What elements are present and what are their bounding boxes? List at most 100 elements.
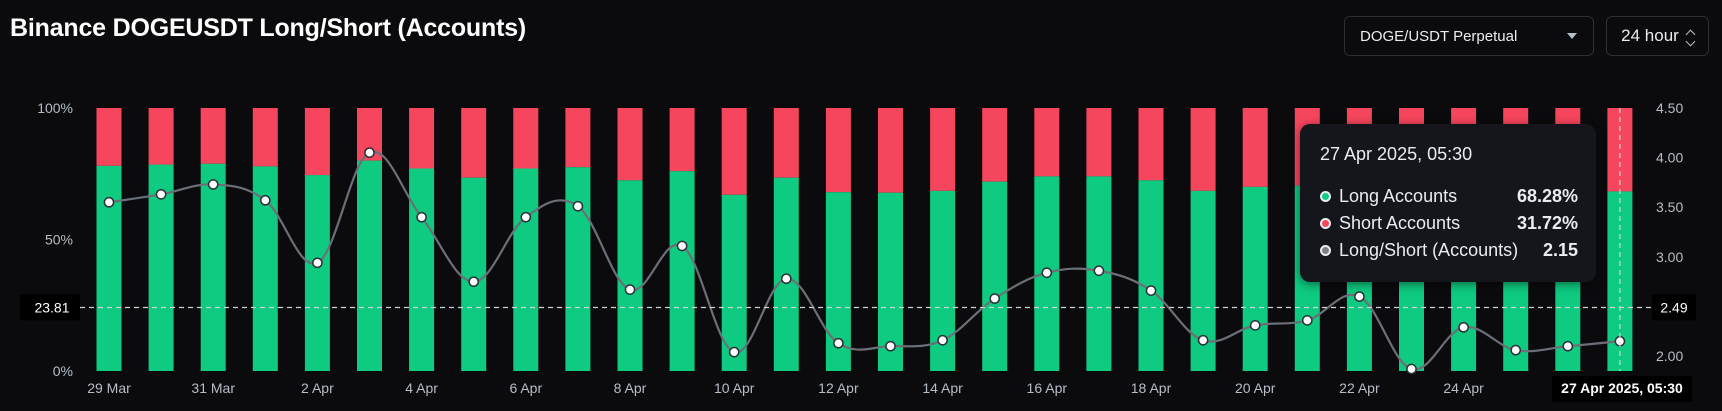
short-bar [930,108,956,191]
ratio-point [780,273,792,285]
short-bar [461,108,487,178]
y-right-tick-label: 2.00 [1656,348,1683,364]
ratio-point [833,337,844,349]
symbol-select[interactable]: DOGE/USDT Perpetual [1344,16,1594,56]
ratio-point [1354,291,1365,302]
short-dot-icon [1320,218,1331,229]
ratio-point [572,200,584,212]
y-right-tick-label: 4.00 [1656,150,1683,166]
ratio-point [728,346,740,358]
ratio-point [676,240,688,252]
short-bar [773,108,799,178]
short-bar [617,108,643,181]
x-tick-label: 12 Apr [818,380,859,396]
short-bar [982,108,1008,182]
short-bar [1086,108,1112,177]
long-bar [721,194,747,371]
short-bar [148,108,174,165]
page-title: Binance DOGEUSDT Long/Short (Accounts) [10,14,527,42]
x-tick-label: 24 Apr [1443,380,1484,396]
short-bar [565,108,591,168]
short-bar [252,108,278,167]
short-bar [878,108,903,193]
y-left-tick-label: 0% [53,363,73,379]
x-tick-label: 20 Apr [1235,380,1276,396]
long-bar [1242,186,1268,371]
x-tick-label: 18 Apr [1131,380,1172,396]
x-tick-label: 14 Apr [922,380,963,396]
ratio-point [1041,267,1053,279]
crosshair-right-badge [1652,294,1696,321]
ratio-point [520,211,532,223]
short-bar [304,108,330,176]
ratio-point [1406,363,1417,375]
short-bar [825,108,851,193]
tooltip-row-short: Short Accounts 31.72% [1320,210,1578,237]
crosshair-left-badge [20,294,80,321]
short-bar [1138,108,1164,181]
short-bar [1190,108,1216,191]
ratio-point [1301,315,1313,326]
long-bar [617,180,643,371]
symbol-select-value: DOGE/USDT Perpetual [1360,27,1518,45]
ratio-point [1562,340,1574,352]
tooltip-row-ratio: Long/Short (Accounts) 2.15 [1320,237,1578,264]
ratio-point [416,211,427,223]
tooltip-value: 68.28% [1516,186,1578,206]
tooltip-value: 2.15 [1542,240,1578,260]
ratio-point [1093,265,1105,277]
short-bar [1034,108,1060,177]
tooltip-label: Short Accounts [1339,213,1461,233]
y-right-tick-label: 4.50 [1656,100,1683,116]
x-tick-label: 6 Apr [509,380,542,396]
y-right-tick-label: 3.00 [1656,249,1683,265]
ratio-point [885,340,896,352]
ratio-point [1458,321,1469,333]
ratio-point [1510,344,1522,356]
x-tick-label: 10 Apr [714,380,755,396]
long-dot-icon [1320,191,1331,202]
short-bar [409,108,435,169]
ratio-point [624,284,636,295]
tooltip-value: 31.72% [1516,213,1578,233]
long-bar [669,171,695,371]
period-select[interactable]: 24 hour [1606,16,1709,56]
ratio-point [1249,319,1261,331]
ratio-point [155,188,167,200]
chart-tooltip: 27 Apr 2025, 05:30 Long Accounts 68.28% … [1300,124,1596,282]
ratio-point [364,147,375,159]
long-bar [357,160,382,371]
crosshair-x-badge [1552,376,1692,402]
ratio-point [468,276,480,288]
ratio-point [1197,334,1209,346]
short-bar [669,108,695,172]
crosshair-x-label: 27 Apr 2025, 05:30 [1561,380,1683,396]
ratio-point [207,179,219,190]
ratio-point [103,196,115,208]
chevron-down-icon [1567,33,1577,39]
short-bar [96,108,122,166]
ratio-point [1145,285,1157,296]
long-bar [982,181,1008,371]
long-bar [1138,180,1164,371]
long-bar [461,177,487,371]
short-bar [1242,108,1268,187]
long-bar [565,167,591,371]
ratio-point [937,334,948,346]
long-bar [513,168,539,371]
ratio-point [259,194,271,206]
x-tick-label: 8 Apr [614,380,647,396]
x-tick-label: 22 Apr [1339,380,1380,396]
ratio-point [989,293,1001,304]
tooltip-title: 27 Apr 2025, 05:30 [1320,144,1473,164]
y-left-tick-label: 100% [37,100,73,116]
long-bar [200,163,226,371]
long-bar [409,168,435,371]
x-tick-label: 29 Mar [87,380,131,396]
tooltip-row-long: Long Accounts 68.28% [1320,183,1578,210]
crosshair-left-label: 23.81 [34,299,69,315]
short-bar [513,108,539,169]
short-bar [200,108,226,164]
period-select-value: 24 hour [1621,26,1679,45]
y-left-tick-label: 50% [45,232,73,248]
